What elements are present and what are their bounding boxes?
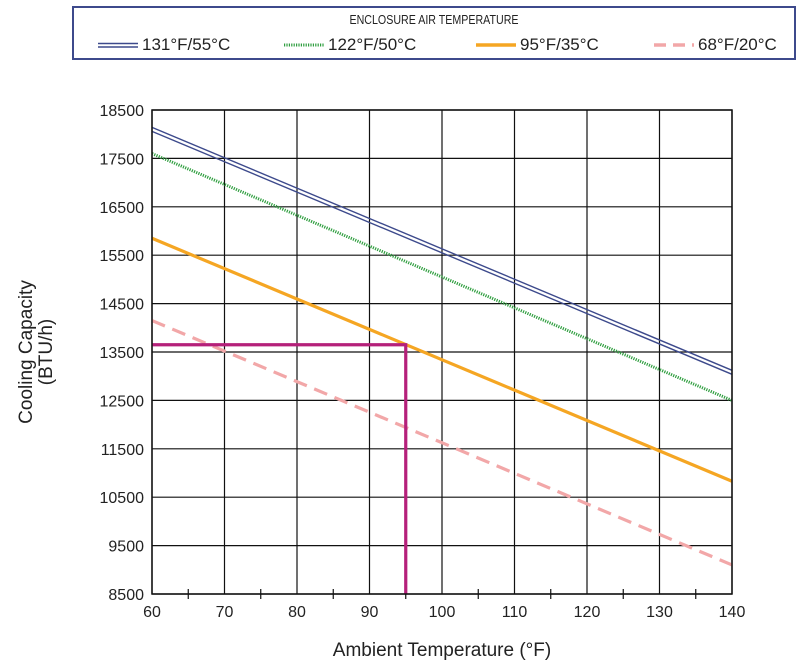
y-tick-label-16500: 16500 (100, 200, 145, 217)
x-tick-label-100: 100 (429, 604, 456, 621)
x-tick-label-60: 60 (143, 604, 161, 621)
legend-entry-95f: 95°F/35°C (476, 34, 599, 56)
legend-title: ENCLOSURE AIR TEMPERATURE (349, 12, 519, 27)
series-line-1-path (151, 152, 733, 402)
y-tick-label-10500: 10500 (100, 490, 145, 507)
x-tick-label-90: 90 (361, 604, 379, 621)
legend-entry-122f: 122°F/50°C (284, 34, 416, 56)
y-tick-label-9500: 9500 (108, 539, 144, 556)
series-line-1 (151, 152, 733, 402)
legend-entry-131f: 131°F/55°C (98, 34, 230, 56)
tick-labels: 60 70 80 90 100 110 120 130 140 8500 9500 10500 1150… (100, 103, 746, 621)
y-tick-label-8500: 8500 (108, 587, 144, 604)
y-tick-label-11500: 11500 (101, 442, 144, 459)
y-tick-label-14500: 14500 (100, 297, 145, 314)
plot-frame (151, 109, 733, 595)
legend-swatch-95f (476, 43, 516, 47)
reference-marker-lines (152, 343, 408, 594)
legend-label-122f: 122°F/50°C (328, 35, 417, 54)
y-tick-label-13500: 13500 (100, 345, 145, 362)
x-tick-label-120: 120 (574, 604, 601, 621)
y-tick-label-12500: 12500 (100, 393, 145, 410)
x-tick-label-140: 140 (719, 604, 746, 621)
x-tick-label-70: 70 (216, 604, 234, 621)
legend-swatch-122f (284, 43, 324, 47)
series-line-0 (151, 126, 733, 375)
y-tick-label-18500: 18500 (100, 103, 145, 120)
series-line-3-path (151, 319, 733, 567)
reference-layer (152, 343, 408, 594)
series-line-0-a (151, 126, 733, 371)
legend-swatch-68f (654, 43, 694, 47)
y-tick-label-17500: 17500 (100, 151, 145, 168)
x-tick-label-130: 130 (646, 604, 673, 621)
y-tick-label-15500: 15500 (100, 248, 145, 265)
legend-swatch-131f (98, 42, 138, 48)
series-line-3 (151, 319, 733, 567)
legend-label-95f: 95°F/35°C (520, 35, 599, 54)
legend-label-131f: 131°F/55°C (142, 35, 231, 54)
y-axis-title-line2: (BTU/h) (36, 319, 57, 386)
legend-label-68f: 68°F/20°C (698, 35, 777, 54)
series-line-2 (151, 236, 733, 483)
x-axis-title: Ambient Temperature (°F) (333, 640, 551, 661)
series-line-2-path (151, 236, 733, 483)
x-tick-label-110: 110 (502, 604, 528, 621)
x-tick-label-80: 80 (288, 604, 306, 621)
series-layer (151, 126, 733, 567)
legend: ENCLOSURE AIR TEMPERATURE 131°F/55°C 122… (72, 6, 796, 60)
grid-lines (151, 109, 733, 599)
series-line-0-b (151, 130, 733, 375)
legend-entry-68f: 68°F/20°C (654, 34, 777, 56)
y-axis-title-line1: Cooling Capacity (16, 280, 37, 424)
